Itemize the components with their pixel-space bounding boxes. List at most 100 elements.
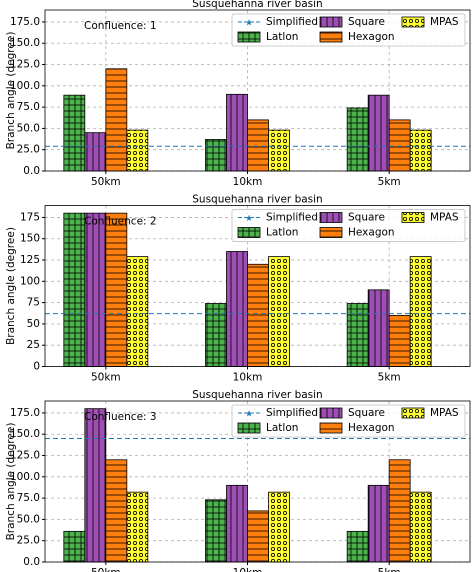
legend-swatch [319, 422, 343, 434]
y-tick-label: 50.0 [17, 122, 40, 134]
y-tick-label: 25.0 [17, 535, 40, 547]
bar [126, 256, 149, 367]
y-tick-label: 100.0 [10, 80, 40, 92]
legend-label: Square [348, 407, 385, 419]
y-tick-label: 125.0 [10, 59, 40, 71]
y-tick-label: 50.0 [17, 513, 40, 525]
x-tick-label: 50km [91, 176, 121, 188]
y-axis-label: Branch angle (degree) [5, 32, 17, 150]
y-axis-label: Branch angle (degree) [5, 423, 17, 541]
y-tick-label: 50 [27, 318, 40, 330]
legend-swatch [401, 212, 425, 223]
bar [367, 289, 390, 367]
bar [126, 129, 149, 172]
legend-label: Square [348, 212, 385, 224]
bar [105, 459, 128, 563]
bar [205, 499, 227, 563]
legend-label: MPAS [430, 16, 459, 28]
bar [346, 303, 369, 367]
bar [84, 408, 107, 563]
legend-marker: ★ [245, 410, 253, 420]
bar [409, 256, 432, 367]
annotation: Confluence: 1 [84, 20, 157, 32]
bar [84, 212, 107, 367]
legend-label: Latlon [266, 31, 298, 43]
legend-label: Hexagon [348, 422, 395, 434]
legend-swatch [319, 227, 343, 238]
legend-label: Latlon [266, 422, 298, 434]
legend-label: Hexagon [348, 227, 395, 239]
y-tick-label: 175.0 [10, 407, 40, 419]
y-tick-label: 0.0 [23, 165, 40, 177]
legend-label: MPAS [430, 212, 459, 224]
y-tick-label: 25 [27, 339, 40, 351]
annotation: Confluence: 2 [84, 216, 157, 228]
y-tick-label: 75.0 [17, 492, 40, 504]
x-tick-label: 5km [378, 567, 401, 572]
bar [247, 263, 269, 367]
legend-swatch [237, 31, 261, 43]
bar [409, 129, 432, 172]
y-tick-label: 125 [20, 254, 40, 266]
bar [388, 314, 411, 367]
x-tick-label: 5km [378, 176, 401, 188]
y-axis-label: Branch angle (degree) [5, 227, 17, 345]
legend-label: Square [348, 16, 385, 28]
bar [346, 107, 369, 172]
bar [226, 484, 248, 563]
bar [268, 256, 290, 367]
legend-marker: ★ [245, 19, 253, 29]
y-tick-label: 75 [27, 297, 40, 309]
bar [205, 303, 227, 367]
bar [63, 530, 86, 563]
bar [63, 94, 86, 172]
bar [367, 94, 390, 172]
bar [105, 68, 128, 172]
legend-swatch [237, 227, 261, 238]
x-tick-label: 50km [91, 372, 121, 384]
y-tick-label: 150.0 [10, 428, 40, 440]
legend-swatch [319, 16, 343, 28]
legend-swatch [237, 422, 261, 434]
bar [84, 132, 107, 172]
bar [226, 93, 248, 172]
axes-frame [44, 9, 471, 172]
legend-label: Latlon [266, 227, 298, 239]
x-tick-label: 10km [233, 372, 263, 384]
bar [409, 491, 432, 563]
legend-swatch [319, 31, 343, 43]
x-tick-label: 10km [233, 567, 263, 572]
bar [205, 139, 227, 172]
bar [105, 212, 128, 367]
bar [367, 484, 390, 563]
bar [247, 119, 269, 172]
legend-swatch [401, 16, 425, 28]
y-tick-label: 125.0 [10, 450, 40, 462]
chart-title: Susquehanna river basin [192, 389, 322, 401]
legend-label: Simplified [266, 16, 318, 28]
legend-label: Simplified [266, 407, 318, 419]
bar [247, 510, 269, 563]
chart-title: Susquehanna river basin [192, 0, 322, 10]
y-tick-label: 75.0 [17, 101, 40, 113]
legend-marker: ★ [245, 214, 253, 224]
annotation: Confluence: 3 [84, 411, 157, 423]
y-tick-label: 100 [20, 275, 40, 287]
axes-frame [44, 400, 471, 563]
x-tick-label: 10km [233, 176, 263, 188]
legend-label: MPAS [430, 407, 459, 419]
legend-label: Simplified [266, 212, 318, 224]
y-tick-label: 0 [33, 361, 40, 373]
y-tick-label: 175 [20, 211, 40, 223]
x-tick-label: 50km [91, 567, 121, 572]
axes-frame [44, 205, 471, 367]
y-tick-label: 0.0 [23, 556, 40, 568]
bar [126, 491, 149, 563]
y-tick-label: 150.0 [10, 37, 40, 49]
y-tick-label: 150 [20, 233, 40, 245]
y-tick-label: 25.0 [17, 144, 40, 156]
y-tick-label: 175.0 [10, 16, 40, 28]
bar [388, 459, 411, 563]
